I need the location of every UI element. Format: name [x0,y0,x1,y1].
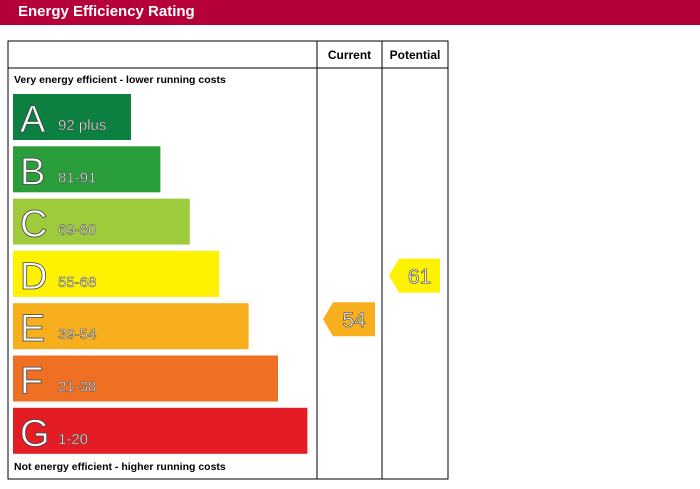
current-column-label: Current [328,48,371,62]
band-e: E 39-54 [13,303,249,351]
band-letter-b: B [20,151,45,193]
potential-rating-marker-arrow [389,258,440,293]
band-f: F 21-38 [13,355,278,403]
band-c: C 69-80 [13,198,190,246]
band-range-g: 1-20 [58,431,88,448]
band-bar-f [13,355,278,402]
band-letter-f: F [20,361,43,403]
band-range-f: 21-38 [58,379,96,396]
band-range-d: 55-68 [58,274,96,291]
band-bar-d [13,250,220,297]
rating-markers: 54 61 [323,258,440,337]
current-rating-marker-value: 54 [342,309,366,332]
top-note: Very energy efficient - lower running co… [14,74,226,86]
band-range-e: 39-54 [58,326,96,343]
band-bar-e [13,303,249,350]
current-rating-marker-arrow [323,302,375,337]
band-range-a: 92 plus [58,117,106,134]
band-g: G 1-20 [13,407,308,455]
band-letter-g: G [20,413,50,455]
band-bar-a [13,94,131,140]
band-a: A 92 plus [13,94,131,141]
band-range-b: 81-91 [58,169,96,186]
potential-column-label: Potential [390,48,441,62]
chart-title: Energy Efficiency Rating [18,3,195,20]
band-bar-c [13,198,190,245]
band-letter-a: A [20,99,46,141]
band-bar-g [13,407,308,454]
band-d: D 55-68 [13,250,220,298]
band-letter-e: E [20,308,45,350]
current-rating-marker: 54 [323,302,375,337]
header-bar: Energy Efficiency Rating [0,0,700,25]
band-b: B 81-91 [13,146,161,194]
potential-rating-marker-value: 61 [408,266,431,289]
rating-bands: A 92 plus B 81-91 C 69-80 D 55-68 E 39-54 F 21-38 G 1… [13,94,308,455]
bottom-note: Not energy efficient - higher running co… [14,461,226,473]
band-bar-b [13,146,161,193]
potential-rating-marker: 61 [389,258,440,293]
band-letter-d: D [20,256,47,298]
band-letter-c: C [20,204,47,246]
band-range-c: 69-80 [58,222,96,239]
